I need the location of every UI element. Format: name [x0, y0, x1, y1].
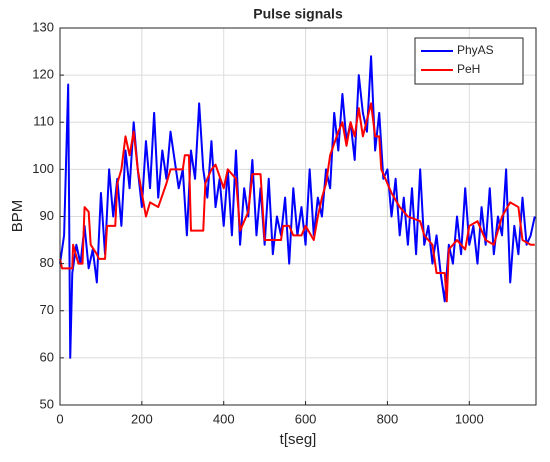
x-tick-label: 400: [213, 411, 235, 426]
y-tick-label: 50: [40, 396, 54, 411]
y-tick-label: 100: [32, 161, 54, 176]
x-tick-label: 600: [295, 411, 317, 426]
y-tick-label: 120: [32, 67, 54, 82]
y-tick-label: 130: [32, 19, 54, 34]
lines: [59, 55, 536, 359]
y-tick-label: 60: [40, 349, 54, 364]
legend: PhyAS PeH: [414, 37, 524, 85]
y-tick-label: 70: [40, 302, 54, 317]
x-tick-label: 800: [377, 411, 399, 426]
x-tick-label: 200: [131, 411, 153, 426]
x-tick-label: 0: [56, 411, 63, 426]
y-tick-label: 110: [33, 114, 54, 129]
y-tick-label: 80: [40, 255, 54, 270]
legend-box: [414, 37, 524, 85]
y-tick-label: 90: [40, 208, 54, 223]
x-tick-label: 1000: [455, 411, 484, 426]
series-line: [59, 102, 535, 303]
ticks: 50 60 70 80 90 100 110 120 130 0 200 400 600 800 1000: [32, 19, 483, 426]
legend-label: PeH: [457, 62, 480, 76]
chart-title: Pulse signals: [253, 6, 343, 22]
y-axis-label: BPM: [9, 200, 26, 233]
x-axis-label: t[seg]: [280, 431, 317, 448]
legend-label: PhyAS: [457, 43, 494, 57]
